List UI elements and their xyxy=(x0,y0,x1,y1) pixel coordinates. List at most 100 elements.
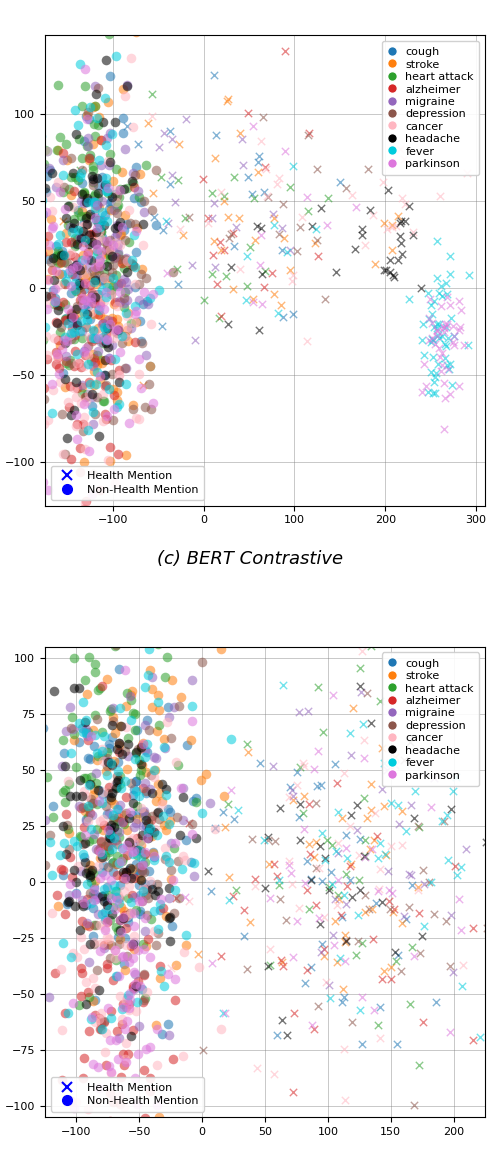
Point xyxy=(147,821,155,840)
Point xyxy=(92,85,100,103)
Point xyxy=(130,980,138,998)
Point xyxy=(144,822,152,841)
Point xyxy=(113,967,121,985)
Point xyxy=(133,846,141,864)
Point xyxy=(192,793,200,811)
Point xyxy=(72,256,80,275)
Point xyxy=(61,200,69,219)
Point xyxy=(361,886,369,904)
Point xyxy=(103,258,111,276)
Point xyxy=(101,405,109,423)
Point xyxy=(153,1095,161,1114)
Point xyxy=(108,824,116,843)
Point xyxy=(52,250,60,269)
Point xyxy=(340,988,347,1007)
Point xyxy=(348,1013,356,1031)
Point xyxy=(96,369,104,388)
Point xyxy=(65,823,73,842)
Point xyxy=(132,22,140,41)
Point xyxy=(107,192,115,211)
Point xyxy=(122,303,130,322)
Point xyxy=(84,242,92,261)
Point xyxy=(69,163,77,182)
Point xyxy=(392,748,400,767)
Point xyxy=(135,787,143,806)
Point xyxy=(220,817,228,836)
Point xyxy=(96,296,104,315)
Point xyxy=(118,948,126,967)
Point xyxy=(164,697,172,716)
Point xyxy=(114,922,122,941)
Point xyxy=(56,128,64,147)
Point xyxy=(104,338,112,356)
Point xyxy=(274,871,282,890)
Point xyxy=(116,897,124,916)
Point xyxy=(83,727,91,746)
Point xyxy=(86,789,94,808)
Point xyxy=(79,238,87,256)
Point xyxy=(314,742,322,761)
Point xyxy=(400,750,408,769)
Point xyxy=(87,894,95,913)
Point xyxy=(78,174,86,193)
Point xyxy=(342,926,349,944)
Point xyxy=(72,883,80,902)
Point xyxy=(142,874,150,893)
Point xyxy=(210,193,218,212)
Point xyxy=(140,990,148,1009)
Point xyxy=(433,319,441,338)
Point xyxy=(69,307,77,326)
Point xyxy=(138,755,146,774)
Point xyxy=(110,808,118,827)
Point xyxy=(302,974,310,993)
Point xyxy=(102,175,110,194)
Point xyxy=(165,853,173,871)
Point xyxy=(121,249,129,268)
Point xyxy=(106,619,114,637)
Point xyxy=(70,831,78,850)
Point xyxy=(63,894,71,913)
Point xyxy=(98,849,106,868)
Point xyxy=(128,935,136,954)
Point xyxy=(408,875,416,894)
Point xyxy=(146,948,154,967)
Point xyxy=(100,392,108,410)
Point xyxy=(329,686,337,704)
Point xyxy=(35,873,43,891)
Point xyxy=(84,860,92,878)
Point xyxy=(296,794,304,813)
Point xyxy=(372,894,380,913)
Point xyxy=(447,800,455,818)
Point xyxy=(90,403,98,422)
Point xyxy=(229,279,237,298)
Point xyxy=(85,289,93,308)
Point xyxy=(358,683,366,702)
Point xyxy=(61,310,69,329)
Point xyxy=(14,308,22,327)
Point xyxy=(215,308,223,327)
Point xyxy=(58,1132,66,1151)
Point xyxy=(161,739,169,757)
Point xyxy=(104,734,112,753)
Point xyxy=(84,982,92,1001)
Point xyxy=(108,188,116,207)
Point xyxy=(341,1090,349,1109)
Point xyxy=(259,108,267,127)
Point xyxy=(72,234,80,253)
Point xyxy=(310,1020,318,1038)
Point xyxy=(192,788,200,807)
Point xyxy=(42,167,50,186)
Point xyxy=(38,191,46,209)
Point xyxy=(116,736,124,755)
Point xyxy=(131,333,139,352)
Point xyxy=(170,834,178,853)
Point xyxy=(286,788,294,807)
Point xyxy=(104,804,112,823)
Point xyxy=(114,800,122,818)
Point xyxy=(342,866,350,884)
Point xyxy=(428,329,436,348)
Point xyxy=(107,1062,115,1081)
Point xyxy=(152,722,160,741)
Point xyxy=(128,935,136,954)
Point xyxy=(38,473,46,492)
